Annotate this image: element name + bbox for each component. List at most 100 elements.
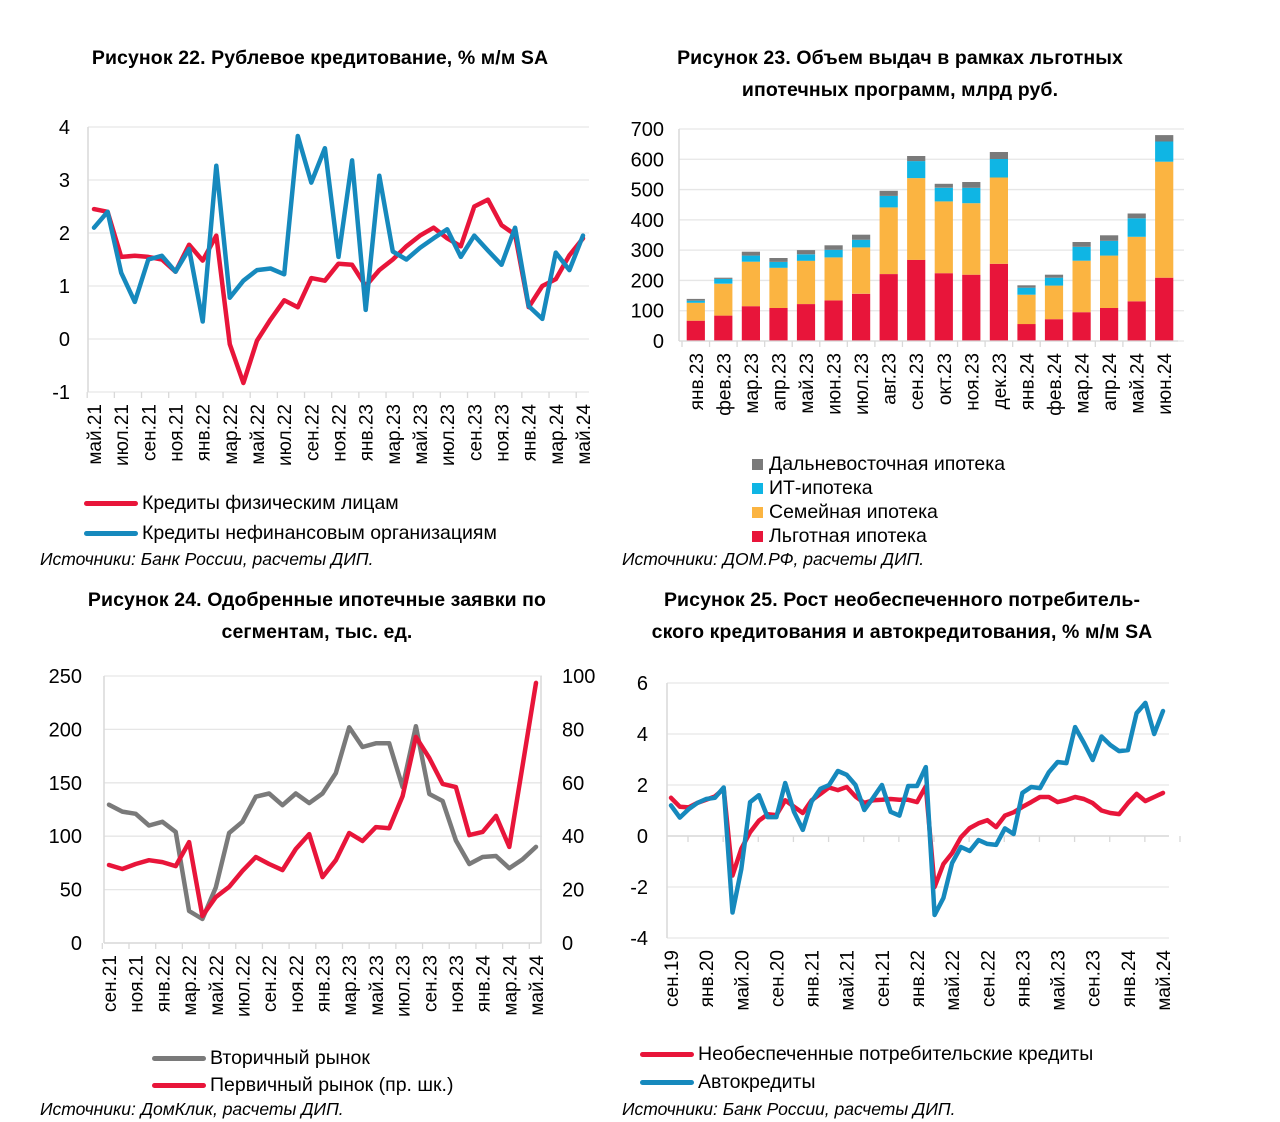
legend-swatch [640, 1079, 694, 1085]
fig23-bar-segment [1155, 135, 1174, 142]
fig24-x-tick-label: янв.22 [153, 955, 174, 1012]
fig23-bar-segment [1127, 301, 1146, 341]
fig24-y-tick-label: 50 [60, 880, 82, 902]
fig22-y-tick-label: 3 [59, 170, 70, 192]
fig23-bar-segment [741, 306, 760, 341]
legend-label: Льготная ипотека [769, 525, 927, 547]
legend-swatch [84, 500, 138, 506]
legend-label: Дальневосточная ипотека [769, 453, 1006, 475]
fig23-y-tick-label: 200 [631, 270, 664, 292]
fig25-x-tick-label: сен.19 [662, 950, 683, 1007]
fig23-x-tick-label: фев.24 [1045, 353, 1066, 416]
legend-label: Вторичный рынок [210, 1047, 370, 1069]
fig23-bar-segment [1100, 235, 1119, 241]
fig24-title-line-1: Рисунок 24. Одобренные ипотечные заявки … [87, 589, 547, 611]
fig23-x-tick-label: июл.23 [852, 353, 873, 415]
fig23-bar-segment [686, 320, 705, 341]
fig24-legend: Вторичный рынок Первичный рынок (пр. шк.… [152, 1046, 453, 1097]
fig22-x-tick-label: янв.23 [357, 404, 378, 461]
fig22-x-tick-label: ноя.21 [167, 404, 188, 462]
fig22-source: Источники: Банк России, расчеты ДИП. [40, 549, 374, 569]
legend-swatch [752, 530, 763, 542]
fig22-x-tick-label: мар.23 [384, 404, 405, 465]
fig24-y2-tick-label: 60 [562, 773, 584, 795]
fig22-series-line-0 [91, 197, 586, 386]
fig24-series-line-1 [106, 680, 539, 919]
fig24-x-tick-label: мар.24 [500, 955, 521, 1016]
fig23-bar-segment [741, 261, 760, 307]
fig23-bar-segment [1072, 260, 1091, 313]
fig23-bar-segment [934, 273, 953, 341]
fig23-bar-segment [824, 300, 843, 341]
fig23-bar-segment [962, 182, 981, 188]
fig23-bar-segment [1127, 236, 1146, 302]
fig24-y-tick-label: 200 [49, 719, 82, 741]
fig25-x-tick-label: янв.20 [697, 950, 718, 1007]
fig22-x-tick-label: ноя.22 [330, 404, 351, 462]
fig23-source: Источники: ДОМ.РФ, расчеты ДИП. [622, 549, 925, 569]
fig23-bar-segment [934, 187, 953, 202]
fig23-bar-segment [879, 274, 898, 341]
fig22-x-tick-label: сен.23 [465, 404, 486, 461]
fig24-title-line-2: сегментам, тыс. ед. [221, 621, 413, 643]
fig25-x-tick-label: май.20 [732, 950, 753, 1011]
legend-item: Кредиты физическим лицам [84, 491, 497, 515]
fig23-bar-segment [1044, 319, 1064, 341]
fig23-bar-segment [1017, 285, 1036, 288]
fig23-y-tick-label: 600 [631, 149, 664, 171]
fig23-bar-segment [769, 267, 788, 308]
fig25-x-tick-label: май.23 [1049, 950, 1070, 1011]
fig25-series-line-1 [668, 700, 1166, 918]
fig23-x-tick-label: сен.23 [907, 353, 928, 410]
fig23-bar-segment [1155, 161, 1174, 278]
fig25-title: Рисунок 25. Рост необеспеченного потреби… [612, 584, 1192, 648]
fig24-x-tick-label: ноя.21 [127, 955, 148, 1013]
fig23-bar-segment [741, 255, 760, 262]
fig25-y-tick-label: -2 [630, 877, 648, 899]
legend-item: Первичный рынок (пр. шк.) [152, 1073, 453, 1097]
fig25-x-tick-label: сен.20 [767, 950, 788, 1007]
fig23-bar-segment [714, 283, 733, 316]
fig23-bar-segment [907, 178, 926, 260]
fig23-bar-segment [852, 239, 871, 248]
fig25-y-tick-label: 6 [637, 673, 648, 695]
fig23-x-tick-label: май.24 [1128, 353, 1149, 414]
fig23-bar-segment [934, 183, 953, 188]
fig23-title: Рисунок 23. Объем выдач в рамках льготны… [610, 42, 1190, 106]
fig23-bar-segment [989, 177, 1008, 264]
fig25-legend: Необеспеченные потребительские кредиты А… [640, 1042, 1093, 1094]
fig24-x-tick-label: ноя.23 [447, 955, 468, 1013]
fig25-x-tick-label: май.21 [838, 950, 859, 1011]
legend-item: Кредиты нефинансовым организациям [84, 521, 497, 545]
fig23-bar-segment [852, 293, 871, 341]
fig24-y-tick-label: 100 [49, 826, 82, 848]
fig25-y-tick-label: 0 [637, 826, 648, 848]
fig22-x-tick-label: май.24 [574, 404, 595, 465]
fig25-x-tick-label: сен.23 [1084, 950, 1105, 1007]
legend-label: Кредиты нефинансовым организациям [142, 522, 497, 544]
fig25-x-tick-label: янв.23 [1013, 950, 1034, 1007]
fig22-y-tick-label: 1 [59, 276, 70, 298]
legend-label: Необеспеченные потребительские кредиты [698, 1043, 1094, 1065]
fig23-x-tick-label: июн.23 [825, 353, 846, 415]
fig25-title-line-2: ского кредитования и автокредитования, %… [651, 621, 1153, 643]
fig24-x-tick-label: май.23 [367, 955, 388, 1016]
legend-swatch [84, 530, 138, 536]
fig22-y-tick-label: 4 [59, 117, 70, 139]
fig24-y-tick-label: 150 [49, 773, 82, 795]
fig25-y-tick-label: -4 [630, 928, 648, 950]
fig23-bar-segment [962, 187, 981, 204]
fig23-bar-segment [796, 254, 816, 261]
legend-label: Первичный рынок (пр. шк.) [210, 1074, 454, 1096]
fig23-title-line-2: ипотечных программ, млрд руб. [741, 79, 1059, 101]
fig23-x-tick-label: мар.23 [742, 353, 763, 414]
fig23-bar-segment [989, 263, 1008, 341]
fig24-y-tick-label: 250 [49, 666, 82, 688]
fig24-x-tick-label: янв.23 [314, 955, 335, 1012]
fig23-y-tick-label: 400 [631, 210, 664, 232]
fig23-bar-segment [1155, 277, 1174, 341]
fig23-bar-segment [769, 262, 788, 268]
fig25-series-line-0 [668, 784, 1166, 890]
fig23-bar-segment [1017, 294, 1036, 325]
